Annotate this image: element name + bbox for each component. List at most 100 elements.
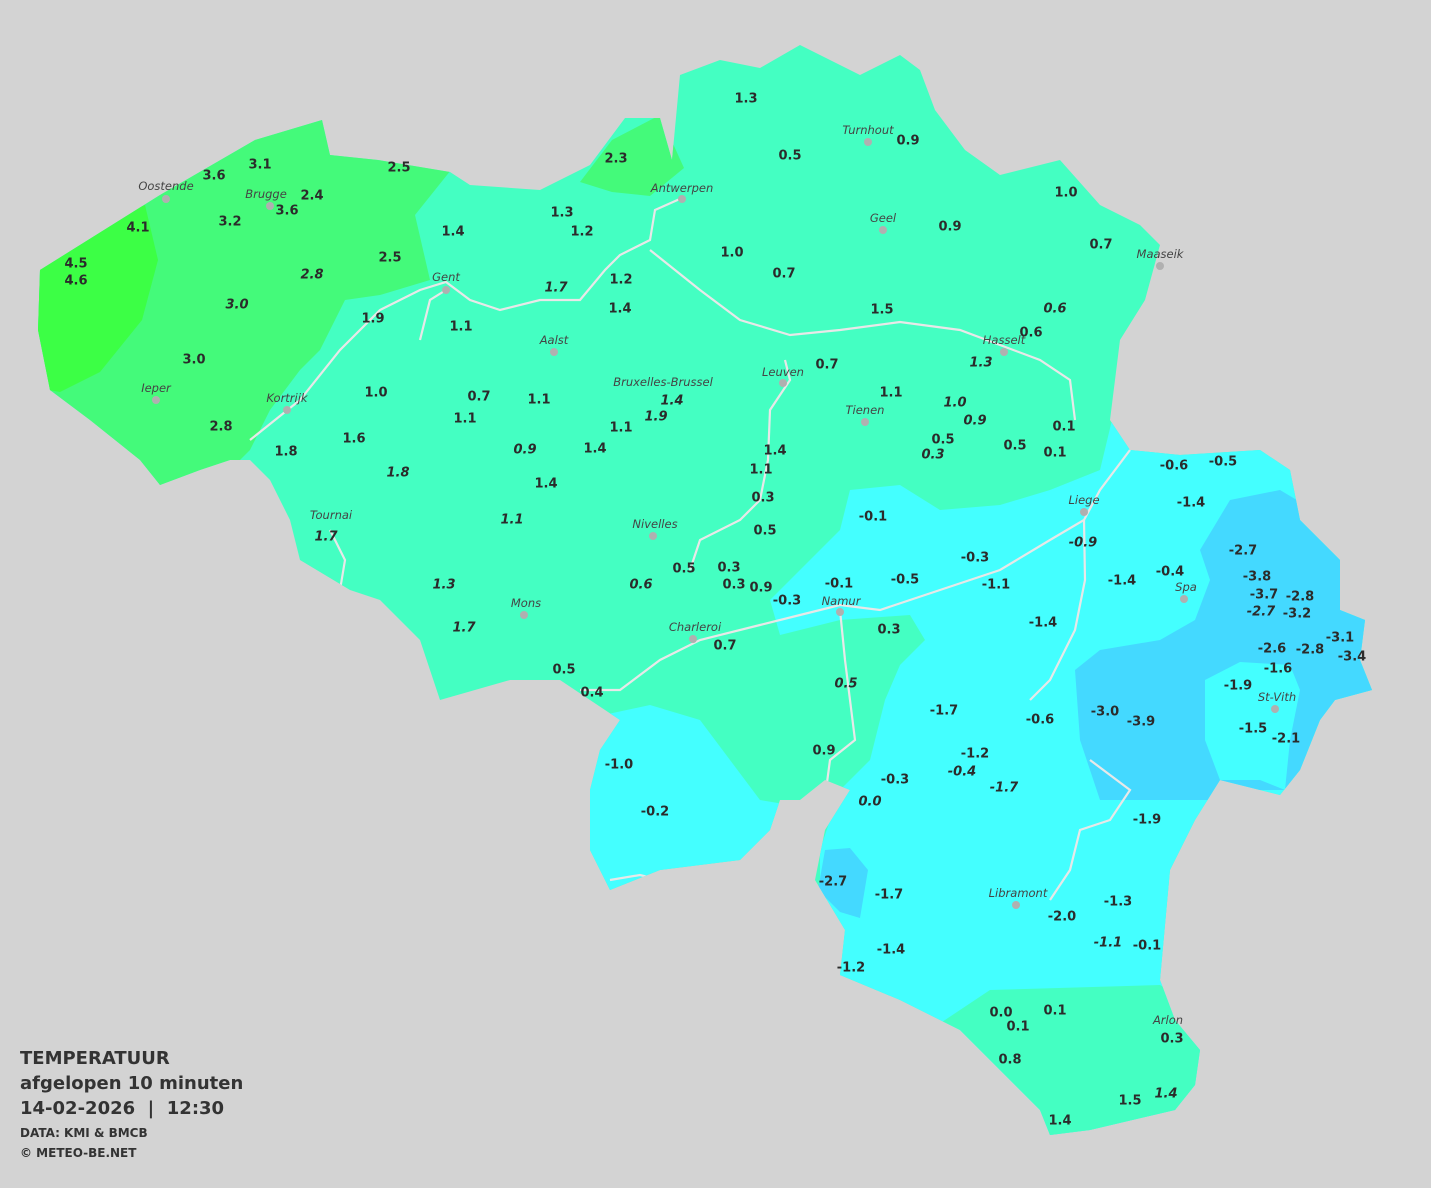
city-label: Maaseik xyxy=(1137,247,1185,261)
temperature-value: 1.1 xyxy=(749,463,772,478)
temperature-value: -0.9 xyxy=(1069,536,1097,551)
temperature-value: -1.2 xyxy=(837,961,865,976)
temperature-value: 1.6 xyxy=(342,432,365,447)
temperature-value: 1.4 xyxy=(608,302,631,317)
temperature-value: -1.9 xyxy=(1133,813,1161,828)
temperature-value: -1.3 xyxy=(1104,895,1132,910)
temperature-value: 0.3 xyxy=(877,623,900,638)
temperature-value: 3.1 xyxy=(248,158,271,173)
temperature-value: -1.4 xyxy=(1177,496,1205,511)
temperature-value: 1.1 xyxy=(449,320,472,335)
rivers xyxy=(249,196,1132,901)
temperature-value: 1.4 xyxy=(1048,1114,1071,1129)
temperature-value: 0.9 xyxy=(896,134,919,149)
temperature-value: 1.4 xyxy=(660,394,683,409)
temperature-value: 2.8 xyxy=(209,420,232,435)
temperature-value: 1.1 xyxy=(453,412,476,427)
city-dot xyxy=(1156,262,1164,270)
city-label: Kortrijk xyxy=(266,391,309,405)
city-label: Tienen xyxy=(846,403,885,417)
city-dot xyxy=(1000,348,1008,356)
temperature-value: -0.2 xyxy=(641,805,669,820)
city-label: Mons xyxy=(511,596,541,610)
temperature-value: -2.0 xyxy=(1048,910,1076,925)
temperature-value: 1.1 xyxy=(879,386,902,401)
temperature-value: 0.5 xyxy=(672,562,695,577)
temperature-value: 1.8 xyxy=(386,466,409,481)
temperature-value: 1.9 xyxy=(361,312,384,327)
city-label: Namur xyxy=(822,594,862,608)
copyright: © METEO-BE.NET xyxy=(20,1146,137,1160)
map-legend: TEMPERATUUR afgelopen 10 minuten 14-02-2… xyxy=(20,1046,243,1163)
temperature-value: 0.3 xyxy=(1160,1032,1183,1047)
temperature-value: 3.0 xyxy=(182,353,205,368)
temperature-value: 0.9 xyxy=(749,581,772,596)
temperature-value: 0.3 xyxy=(722,578,745,593)
temperature-value: 2.5 xyxy=(378,251,401,266)
city-dot xyxy=(689,635,697,643)
temperature-value: 1.7 xyxy=(544,281,568,296)
temperature-value: 1.0 xyxy=(364,386,387,401)
temperature-value: 0.5 xyxy=(753,524,776,539)
temperature-value: -3.2 xyxy=(1283,607,1311,622)
city-label: Oostende xyxy=(138,179,193,193)
city-label: Hasselt xyxy=(983,333,1026,347)
city-dot xyxy=(442,286,450,294)
temperature-value: -0.6 xyxy=(1026,713,1054,728)
temperature-value: 3.0 xyxy=(225,298,248,313)
temperature-value: -2.7 xyxy=(1229,544,1257,559)
temperature-value: 1.3 xyxy=(969,356,992,371)
temperature-value: -1.9 xyxy=(1224,679,1252,694)
temperature-value: -2.1 xyxy=(1272,732,1300,747)
city-label: Tournai xyxy=(310,508,353,522)
temperature-value: -1.1 xyxy=(982,578,1010,593)
temperature-value: 0.7 xyxy=(772,267,795,282)
temperature-value: 0.9 xyxy=(938,220,961,235)
temperature-value: 0.5 xyxy=(552,663,575,678)
temperature-value: -1.0 xyxy=(605,758,633,773)
temperature-value: 1.4 xyxy=(441,225,464,240)
temperature-value: -1.7 xyxy=(875,888,903,903)
temperature-value: 0.6 xyxy=(1043,302,1066,317)
city-dot xyxy=(520,611,528,619)
temperature-value: 3.6 xyxy=(275,204,298,219)
temperature-value: 0.9 xyxy=(513,443,536,458)
temperature-value: 0.9 xyxy=(812,744,835,759)
temperature-value: 1.8 xyxy=(274,445,297,460)
city-dot xyxy=(779,379,787,387)
temperature-value: 1.3 xyxy=(734,92,757,107)
temperature-value: -1.4 xyxy=(1029,616,1057,631)
temperature-value: 1.1 xyxy=(500,513,523,528)
temperature-value: 0.5 xyxy=(778,149,801,164)
temperature-value: -2.7 xyxy=(1247,605,1276,620)
temperature-value: -0.4 xyxy=(1156,565,1184,580)
temperature-value: 0.1 xyxy=(1006,1020,1029,1035)
zone-cyan-southwest xyxy=(580,705,790,900)
city-dot xyxy=(283,406,291,414)
city-label: Geel xyxy=(870,211,897,225)
temperature-value: 1.3 xyxy=(550,206,573,221)
zone-blue xyxy=(1075,490,1372,800)
temperature-value: 0.0 xyxy=(989,1006,1012,1021)
city-label: Leuven xyxy=(762,365,804,379)
map-subtitle: afgelopen 10 minuten xyxy=(20,1073,244,1094)
temperature-value: -1.7 xyxy=(930,704,958,719)
city-dot xyxy=(550,348,558,356)
temperature-value: -3.4 xyxy=(1338,650,1366,665)
temperature-value: 1.7 xyxy=(314,530,338,545)
map-datetime: 14-02-2026 | 12:30 xyxy=(20,1098,225,1119)
temperature-value: -3.0 xyxy=(1091,705,1119,720)
city-label: Charleroi xyxy=(669,620,722,634)
temperature-value: -2.6 xyxy=(1258,642,1286,657)
temperature-value: -0.1 xyxy=(1133,939,1161,954)
city-dot xyxy=(1012,901,1020,909)
city-dot xyxy=(836,608,844,616)
temperature-value: -1.7 xyxy=(990,781,1019,796)
temperature-value: 2.5 xyxy=(387,161,410,176)
temperature-value: -3.8 xyxy=(1243,570,1271,585)
zone-cyan-st-vith xyxy=(1205,662,1300,790)
city-markers: Oostende Brugge Antwerpen Turnhout Geel Maase… xyxy=(138,123,1296,1027)
temperature-value: -1.5 xyxy=(1239,722,1267,737)
city-dot xyxy=(879,226,887,234)
city-dot xyxy=(1180,595,1188,603)
